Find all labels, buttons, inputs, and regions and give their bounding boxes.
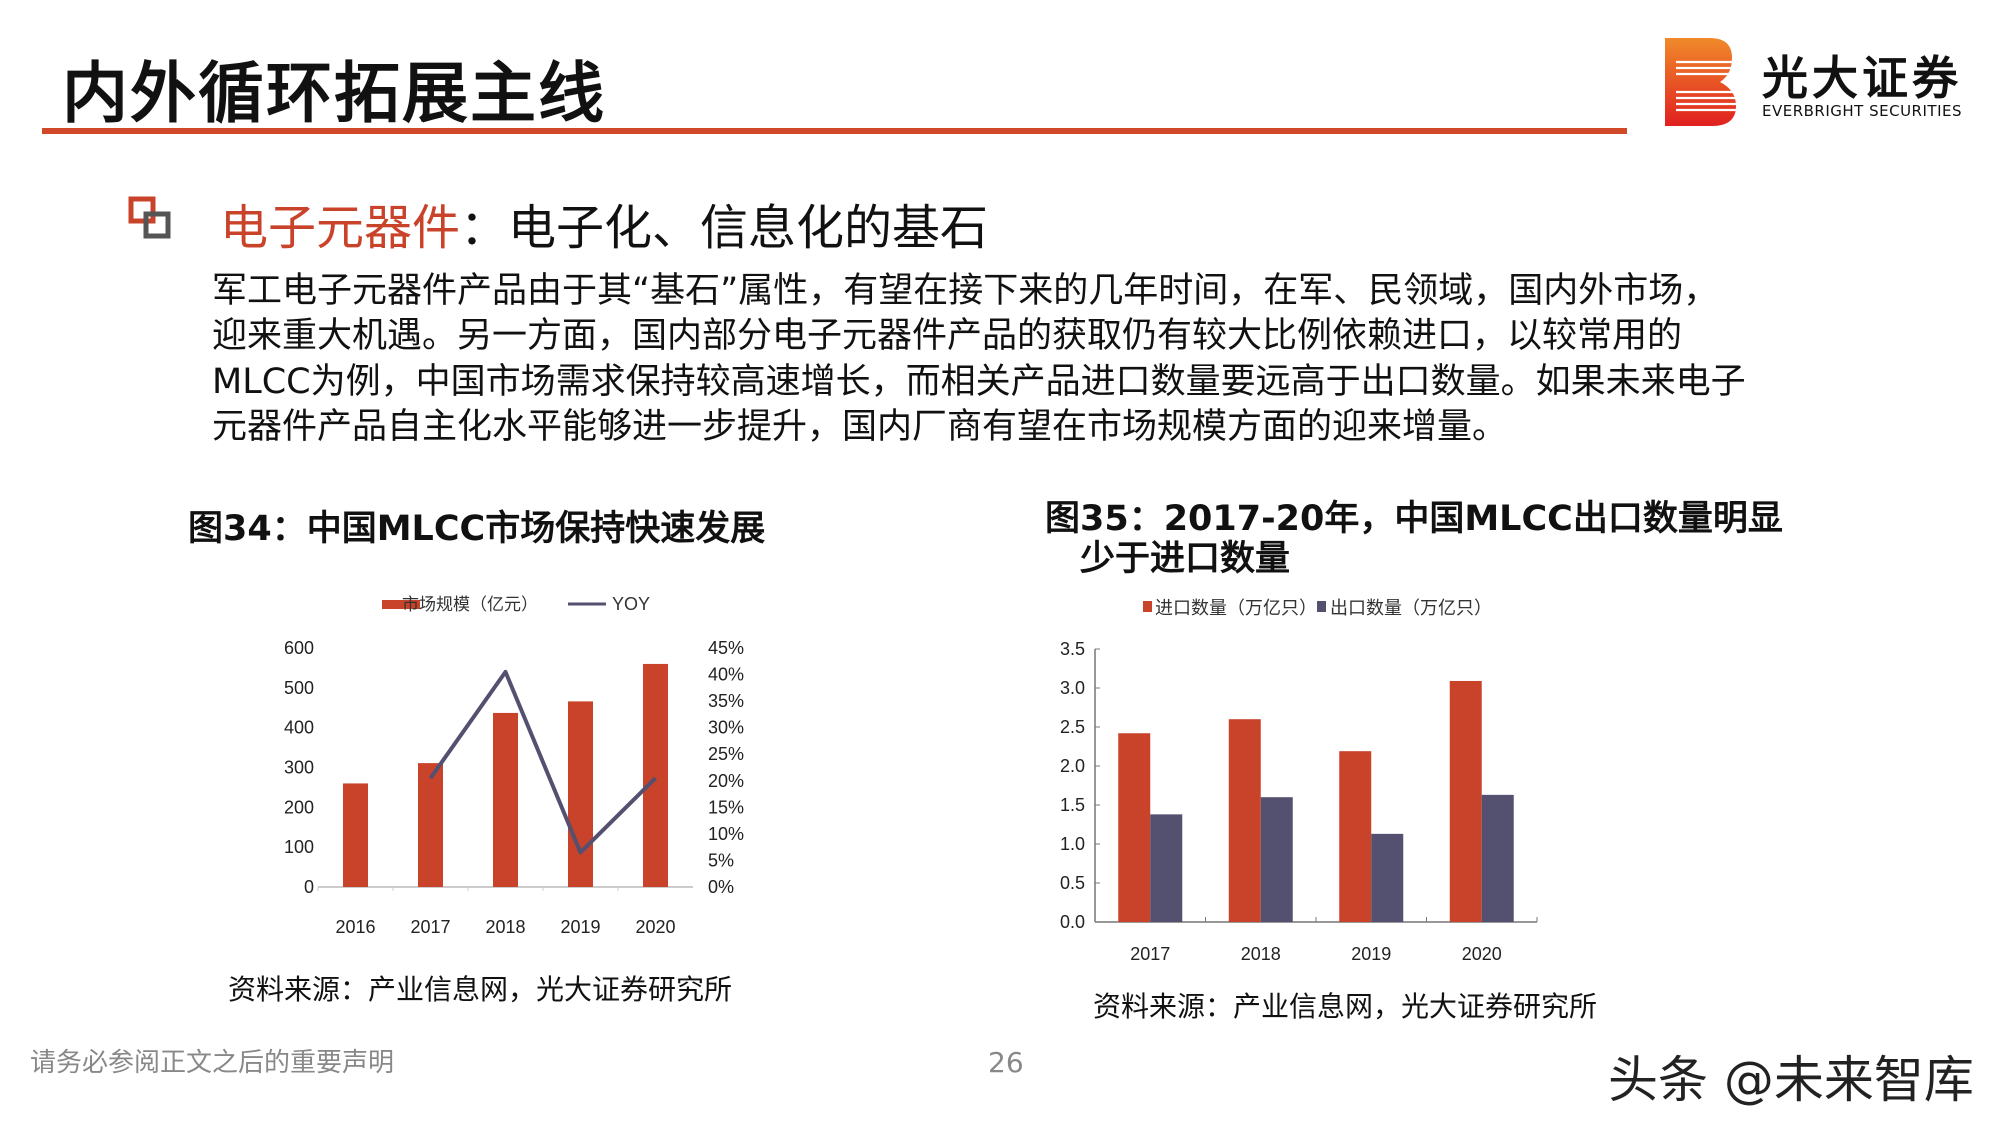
chart2-legend-export-label: 出口数量（万亿只） [1330, 598, 1492, 618]
chart1-x-tick-label: 2016 [335, 917, 375, 937]
chart2-source: 资料来源：产业信息网，光大证券研究所 [1093, 990, 1598, 1023]
heading-rest: ：电子化、信息化的基石 [460, 200, 989, 256]
title-divider [42, 128, 1627, 134]
chart2-bar-export [1371, 833, 1404, 922]
chart1-legend-bar-label: 市场规模（亿元） [402, 595, 538, 614]
section-heading: 电子元器件：电子化、信息化的基石 [220, 188, 988, 258]
disclaimer-note: 请务必参阅正文之后的重要声明 [30, 1048, 395, 1078]
paragraph-line: 军工电子元器件产品由于其“基石”属性，有望在接下来的几年时间，在军、民领域，国内… [212, 271, 1719, 311]
chart2-title-line2: 少于进口数量 [1080, 539, 1291, 579]
chart1-bar [343, 783, 368, 887]
chart1-legend-bar-swatch [382, 600, 420, 609]
chart2-y-tick-label: 0.0 [1060, 912, 1085, 932]
chart1-left-tick-label: 200 [284, 797, 314, 817]
chart1-source: 资料来源：产业信息网，光大证券研究所 [228, 973, 733, 1006]
everbright-logo-icon [1665, 38, 1738, 126]
chart1-left-tick-label: 100 [284, 837, 314, 857]
chart2-y-tick-label: 2.5 [1060, 717, 1085, 737]
chart2-bar-export [1260, 797, 1293, 922]
chart2-legend-import-swatch [1143, 601, 1152, 612]
chart1-right-tick-label: 0% [708, 877, 734, 897]
chart2-y-tick-label: 1.5 [1060, 795, 1085, 815]
paragraph-line: 元器件产品自主化水平能够进一步提升，国内厂商有望在市场规模方面的迎来增量。 [212, 407, 1508, 447]
chart1-right-tick-label: 5% [708, 850, 734, 870]
chart2-y-tick-label: 0.5 [1060, 873, 1085, 893]
chart1-right-tick-label: 35% [708, 691, 744, 711]
chart1-right-tick-label: 25% [708, 744, 744, 764]
chart1-left-tick-label: 0 [304, 877, 314, 897]
chart2-bar-export [1481, 794, 1514, 922]
chart1-legend-line-label: YOY [612, 594, 650, 614]
chart2-bar-export [1150, 814, 1183, 922]
chart2-bar-import [1339, 751, 1372, 922]
paragraph-line: MLCC为例，中国市场需求保持较高速增长，而相关产品进口数量要远高于出口数量。如… [212, 362, 1746, 402]
logo-text-en: EVERBRIGHT SECURITIES [1762, 102, 1962, 120]
chart2-bar-import [1449, 680, 1482, 922]
chart1-title: 图34：中国MLCC市场保持快速发展 [188, 509, 766, 549]
chart1-bar [493, 712, 518, 887]
page-title: 内外循环拓展主线 [62, 55, 606, 132]
chart2-bar-import [1228, 719, 1261, 922]
chart1-bar [568, 701, 593, 887]
chart1-x-tick-label: 2017 [410, 917, 450, 937]
chart2-x-tick-label: 2020 [1462, 944, 1502, 964]
chart2-x-tick-label: 2019 [1351, 944, 1391, 964]
chart2-legend-import-label: 进口数量（万亿只） [1155, 598, 1317, 618]
heading-highlight: 电子元器件 [220, 200, 461, 256]
chart2-y-tick-label: 1.0 [1060, 834, 1085, 854]
chart1-right-tick-label: 20% [708, 771, 744, 791]
chart1-right-tick-label: 45% [708, 638, 744, 658]
page-number: 26 [988, 1046, 1024, 1079]
watermark: 头条 @未来智库 [1608, 1051, 1974, 1109]
chart1-left-tick-label: 500 [284, 678, 314, 698]
chart2-title-line1: 图35：2017-20年，中国MLCC出口数量明显 [1045, 499, 1783, 539]
chart1-bar [418, 763, 443, 887]
chart1-left-tick-label: 400 [284, 718, 314, 738]
chart1-x-tick-label: 2019 [560, 917, 600, 937]
chart1-right-tick-label: 10% [708, 824, 744, 844]
logo-text-cn: 光大证券 [1762, 51, 1962, 105]
chart2-x-tick-label: 2017 [1130, 944, 1170, 964]
chart1-x-tick-label: 2018 [485, 917, 525, 937]
paragraph-line: 迎来重大机遇。另一方面，国内部分电子元器件产品的获取仍有较大比例依赖进口，以较常… [212, 316, 1683, 356]
chart2-y-tick-label: 3.5 [1060, 639, 1085, 659]
chart2-y-tick-label: 3.0 [1060, 678, 1085, 698]
chart1-x-tick-label: 2020 [635, 917, 675, 937]
chart1-bar [643, 663, 668, 887]
chart1-yoy-line [428, 669, 657, 855]
chart2-y-tick-label: 2.0 [1060, 756, 1085, 776]
chart1-right-tick-label: 15% [708, 797, 744, 817]
chart2-x-tick-label: 2018 [1241, 944, 1281, 964]
chart1-right-tick-label: 30% [708, 718, 744, 738]
chart2-legend-export-swatch [1317, 601, 1326, 612]
bullet-squares-icon [128, 196, 171, 239]
chart1-left-tick-label: 300 [284, 758, 314, 778]
chart1-right-tick-label: 40% [708, 665, 744, 685]
chart2-bar-import [1118, 733, 1151, 922]
chart1-left-tick-label: 600 [284, 638, 314, 658]
